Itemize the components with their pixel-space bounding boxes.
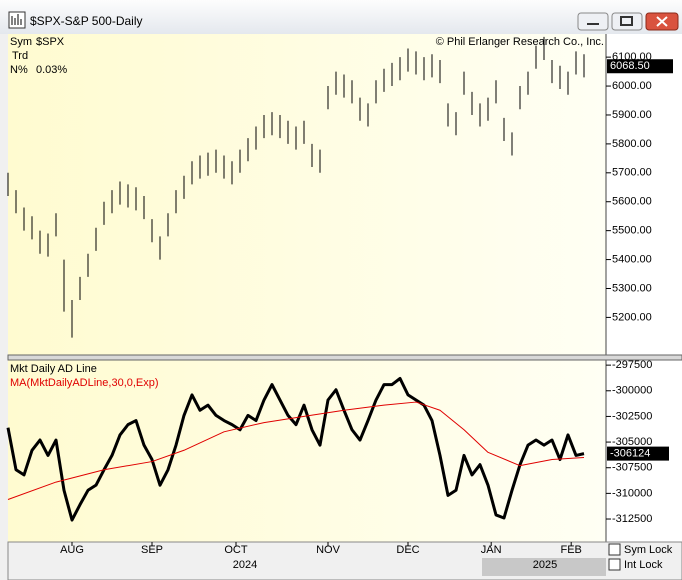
y-tick-label: 5800.00 bbox=[612, 138, 652, 150]
x-tick-label: JAN bbox=[481, 544, 502, 556]
y-tick-label: -305000 bbox=[612, 436, 652, 448]
sym-lock-checkbox[interactable] bbox=[608, 543, 621, 556]
y-tick-label: 5700.00 bbox=[612, 167, 652, 179]
x-tick-label: SEP bbox=[141, 544, 163, 556]
sym-label: Sym bbox=[10, 36, 32, 48]
current-value-box bbox=[607, 446, 669, 461]
n-label: N% bbox=[10, 64, 28, 76]
close-glyph bbox=[656, 16, 668, 27]
x-tick-label: AUG bbox=[60, 544, 84, 556]
x-tick-label: DEC bbox=[396, 544, 419, 556]
y-tick-label: 5400.00 bbox=[612, 253, 652, 265]
sym-value: $SPX bbox=[36, 36, 65, 48]
x-tick-label: FEB bbox=[560, 544, 581, 556]
title-bar bbox=[0, 0, 682, 34]
int-lock-label[interactable]: Int Lock bbox=[624, 559, 663, 571]
minimize-button[interactable] bbox=[577, 12, 609, 31]
x-tick-label: OCT bbox=[224, 544, 248, 556]
year-highlight bbox=[482, 558, 606, 576]
app-icon bbox=[8, 11, 26, 29]
sym-lock-label[interactable]: Sym Lock bbox=[624, 544, 673, 556]
window-title: $SPX-S&P 500-Daily bbox=[30, 14, 143, 28]
current-price-box bbox=[607, 59, 673, 74]
current-price: 6068.50 bbox=[610, 60, 650, 72]
year-label: 2024 bbox=[233, 559, 257, 571]
series-line bbox=[7, 401, 585, 500]
y-tick-label: -310000 bbox=[612, 487, 652, 499]
n-value: 0.03% bbox=[36, 64, 67, 76]
plot-background bbox=[8, 34, 606, 542]
trd-label: Trd bbox=[12, 50, 28, 62]
y-tick-label: 5900.00 bbox=[612, 109, 652, 121]
year-label: 2025 bbox=[533, 559, 557, 571]
y-tick-label: 5600.00 bbox=[612, 196, 652, 208]
y-tick-label: 5500.00 bbox=[612, 225, 652, 237]
y-tick-label: 6000.00 bbox=[612, 80, 652, 92]
y-tick-label: 5300.00 bbox=[612, 282, 652, 294]
y-tick-label: -312500 bbox=[612, 513, 652, 525]
y-tick-label: -300000 bbox=[612, 385, 652, 397]
panel-divider bbox=[7, 354, 682, 361]
legend-ad: Mkt Daily AD Line bbox=[10, 363, 97, 375]
int-lock-checkbox[interactable] bbox=[608, 558, 621, 571]
current-value: -306124 bbox=[610, 448, 650, 460]
copyright: © Phil Erlanger Research Co., Inc. bbox=[436, 36, 604, 48]
icon-glyph bbox=[11, 14, 22, 25]
y-tick-label: -307500 bbox=[612, 462, 652, 474]
y-tick-label: 5200.00 bbox=[612, 311, 652, 323]
maximize-button[interactable] bbox=[611, 12, 643, 31]
legend-ma: MA(MktDailyADLine,30,0,Exp) bbox=[10, 377, 159, 389]
y-tick-label: -297500 bbox=[612, 359, 652, 371]
x-tick-label: NOV bbox=[316, 544, 341, 556]
maximize-glyph bbox=[620, 16, 633, 26]
y-tick-label: -302500 bbox=[612, 410, 652, 422]
